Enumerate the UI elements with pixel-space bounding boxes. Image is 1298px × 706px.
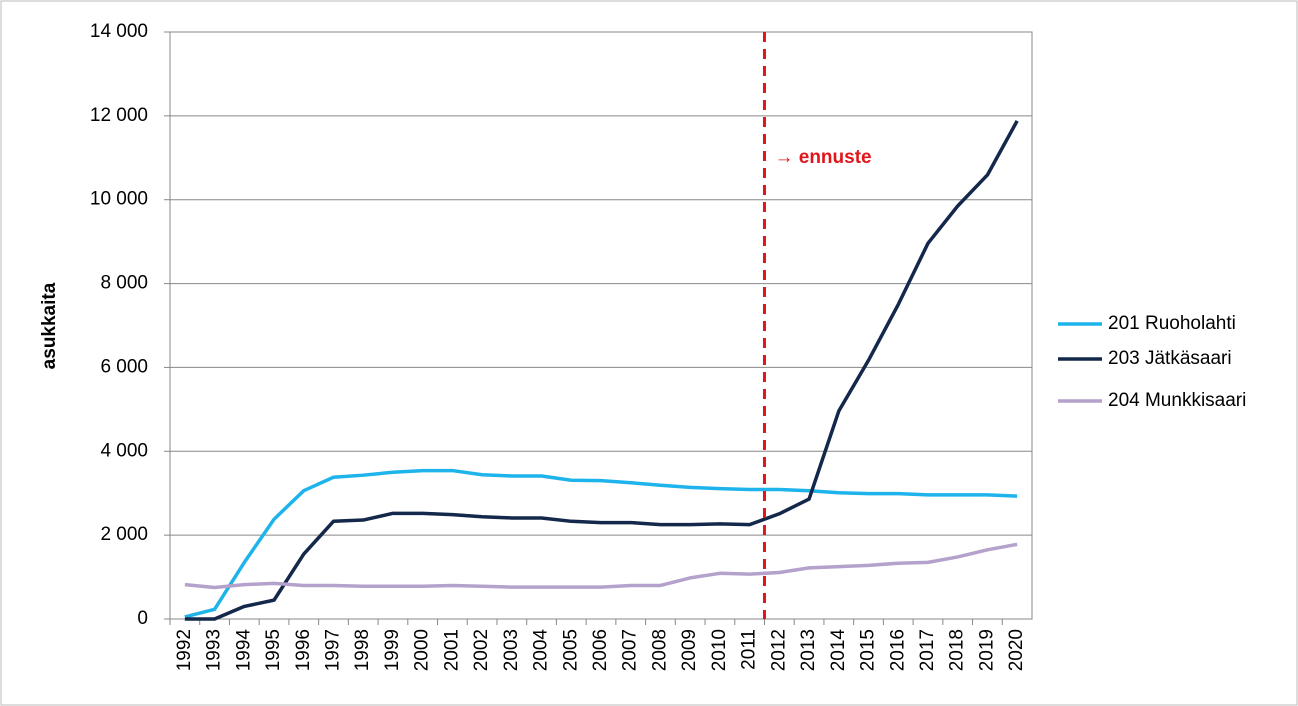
x-tick-label: 1994 bbox=[233, 629, 254, 672]
legend-label: 203 Jätkäsaari bbox=[1108, 348, 1232, 369]
y-axis-label: asukkaita bbox=[39, 282, 60, 369]
x-tick-label: 2010 bbox=[709, 629, 730, 671]
y-tick-label: 12 000 bbox=[90, 105, 148, 126]
y-tick-label: 14 000 bbox=[90, 21, 148, 42]
x-tick-label: 1993 bbox=[204, 629, 225, 671]
series-line bbox=[184, 468, 1018, 619]
x-tick-label: 2001 bbox=[441, 629, 462, 671]
x-tick-label: 2019 bbox=[976, 629, 997, 671]
y-tick-label: 6 000 bbox=[100, 356, 148, 377]
x-tick-label: 2008 bbox=[649, 629, 670, 671]
x-tick-label: 2006 bbox=[590, 629, 611, 671]
legend-label: 201 Ruoholahti bbox=[1108, 313, 1236, 334]
y-tick-label: 8 000 bbox=[100, 273, 148, 294]
x-tick-label: 1992 bbox=[174, 629, 195, 671]
x-tick-label: 2015 bbox=[858, 629, 879, 671]
x-tick-label: 2012 bbox=[768, 629, 789, 671]
series-line bbox=[184, 542, 1018, 590]
series-line bbox=[184, 120, 1019, 621]
y-tick-label: 0 bbox=[137, 608, 148, 629]
x-tick-label: 2007 bbox=[620, 629, 641, 671]
x-tick-label: 1995 bbox=[263, 629, 284, 671]
x-tick-label: 2004 bbox=[531, 629, 552, 672]
x-tick-label: 2011 bbox=[739, 629, 760, 670]
x-tick-label: 2009 bbox=[679, 629, 700, 671]
x-tick-label: 2018 bbox=[947, 629, 968, 671]
x-tick-label: 1997 bbox=[322, 629, 343, 671]
annotation: → ennuste bbox=[774, 147, 871, 168]
x-tick-label: 2005 bbox=[560, 629, 581, 671]
x-tick-label: 2017 bbox=[917, 629, 938, 671]
x-tick-label: 2016 bbox=[887, 629, 908, 671]
x-tick-label: 2000 bbox=[412, 629, 433, 671]
x-tick-label: 1998 bbox=[352, 629, 373, 671]
legend-label: 204 Munkkisaari bbox=[1108, 390, 1246, 411]
y-tick-label: 10 000 bbox=[90, 189, 148, 210]
x-tick-label: 2013 bbox=[798, 629, 819, 671]
x-tick-label: 2003 bbox=[501, 629, 522, 671]
x-tick-label: 2020 bbox=[1006, 629, 1027, 671]
x-tick-label: 1999 bbox=[382, 629, 403, 671]
x-tick-label: 2002 bbox=[471, 629, 492, 671]
x-tick-label: 2014 bbox=[828, 629, 849, 672]
y-tick-label: 2 000 bbox=[100, 524, 148, 545]
x-tick-label: 1996 bbox=[293, 629, 314, 671]
y-tick-label: 4 000 bbox=[100, 440, 148, 461]
